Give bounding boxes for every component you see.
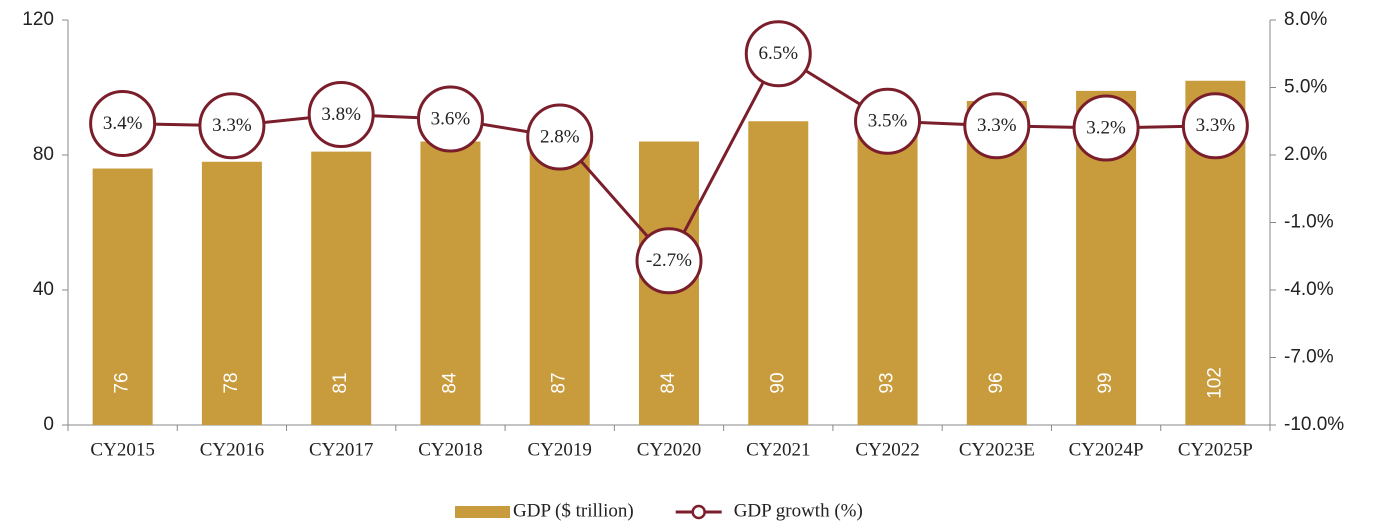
line-value-label: 3.4% [103, 113, 143, 134]
bar [92, 168, 153, 425]
x-tick-label: CY2023E [959, 439, 1035, 460]
line-marker [89, 90, 157, 157]
x-tick-label: CY2020 [637, 439, 701, 460]
bar [311, 151, 372, 425]
y2-tick-label: -4.0% [1284, 279, 1334, 300]
bar-value-label: 102 [1204, 367, 1225, 399]
line-marker [635, 227, 703, 295]
line-value-label: 2.8% [540, 126, 580, 147]
line-value-label: 6.5% [758, 43, 798, 64]
line-marker [744, 20, 812, 88]
x-tick-label: CY2017 [309, 439, 373, 460]
line-value-label: 3.8% [321, 104, 361, 125]
line-marker [416, 85, 484, 153]
bar-value-label: 84 [439, 372, 460, 394]
y-tick-label: 120 [22, 9, 54, 30]
y2-tick-label: 5.0% [1284, 77, 1327, 98]
bar [420, 141, 481, 425]
y2-tick-label: -7.0% [1284, 347, 1334, 368]
line-value-label: 3.5% [868, 111, 908, 132]
x-tick-label: CY2021 [746, 439, 810, 460]
bar-value-label: 84 [658, 372, 679, 394]
y-tick-label: 0 [43, 414, 54, 435]
line-marker [1072, 94, 1140, 162]
line-value-label: -2.7% [646, 250, 692, 271]
bar [857, 111, 918, 425]
x-tick-label: CY2018 [418, 439, 482, 460]
line-marker [963, 92, 1031, 160]
x-tick-label: CY2025P [1178, 439, 1253, 460]
y-tick-label: 40 [33, 279, 54, 300]
x-tick-label: CY2022 [855, 439, 919, 460]
line-value-label: 3.2% [1086, 117, 1126, 138]
line-value-label: 3.3% [1196, 115, 1236, 136]
bar-value-label: 87 [549, 372, 570, 393]
bar-value-label: 78 [221, 372, 242, 393]
line-marker [854, 87, 922, 155]
y2-tick-label: -10.0% [1284, 414, 1344, 435]
y-tick-label: 80 [33, 144, 54, 165]
bar-value-label: 93 [877, 372, 898, 393]
bar [748, 121, 809, 425]
x-tick-label: CY2015 [90, 439, 154, 460]
legend-label: GDP ($ trillion) [513, 500, 634, 521]
bar-value-label: 96 [986, 372, 1007, 393]
y2-tick-label: 2.0% [1284, 144, 1327, 165]
bar-value-label: 81 [330, 372, 351, 393]
bar-value-label: 99 [1095, 372, 1116, 393]
legend-swatch [455, 506, 510, 518]
line-marker [526, 103, 594, 171]
x-tick-label: CY2019 [528, 439, 592, 460]
legend-label: GDP growth (%) [734, 500, 863, 521]
line-marker [198, 92, 266, 160]
line-marker [307, 81, 375, 148]
y2-tick-label: 8.0% [1284, 9, 1327, 30]
x-tick-label: CY2024P [1069, 439, 1144, 460]
line-value-label: 3.6% [431, 108, 471, 129]
x-tick-label: CY2016 [200, 439, 264, 460]
line-value-label: 3.3% [212, 115, 252, 136]
line-value-label: 3.3% [977, 115, 1017, 136]
legend-swatch [691, 504, 706, 520]
line-marker [1181, 92, 1249, 160]
bar [201, 161, 262, 425]
y2-tick-label: -1.0% [1284, 212, 1334, 233]
bar-value-label: 90 [767, 372, 788, 393]
bar-value-label: 76 [112, 372, 133, 393]
bar [529, 131, 590, 425]
